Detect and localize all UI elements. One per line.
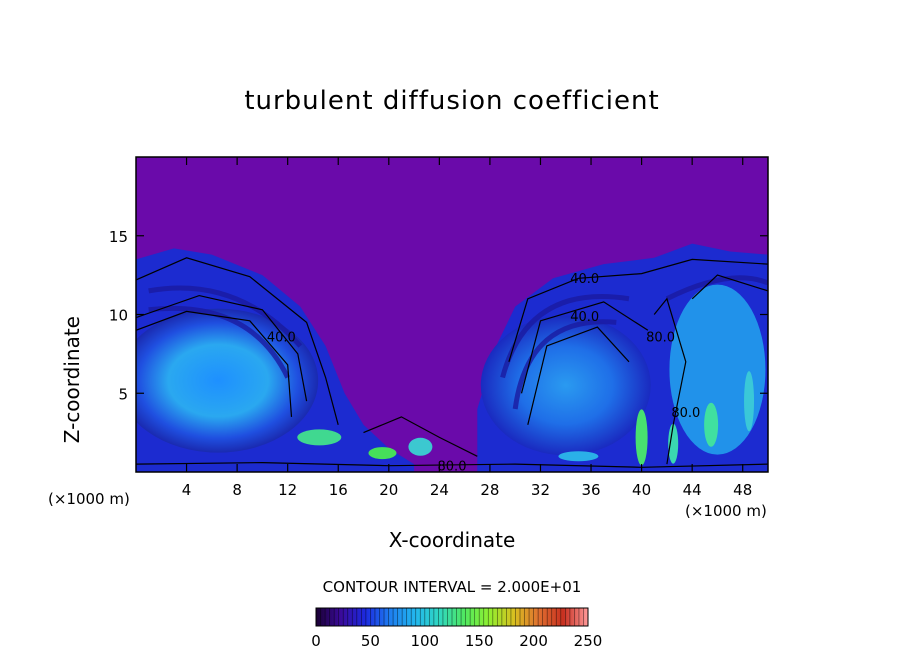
colorbar-tick-label: 200 bbox=[519, 632, 548, 650]
chart-title: turbulent diffusion coefficient bbox=[244, 86, 660, 116]
swirl-streak bbox=[148, 285, 303, 348]
x-axis-unit: (×1000 m) bbox=[685, 502, 767, 520]
contour-line bbox=[653, 297, 687, 465]
swirl-streak bbox=[500, 294, 630, 379]
contour-line bbox=[527, 326, 630, 425]
colorbar-tick-label: 150 bbox=[465, 632, 494, 650]
contour-label: 80.0 bbox=[671, 406, 700, 421]
turbulent-patch bbox=[668, 423, 679, 464]
contour-line bbox=[508, 258, 768, 362]
contour-label: 80.0 bbox=[438, 459, 467, 474]
turbulent-patch bbox=[297, 429, 342, 446]
x-tick-label: 16 bbox=[329, 481, 348, 499]
x-tick-label: 48 bbox=[733, 481, 752, 499]
contour-line bbox=[520, 301, 649, 394]
contour-label: 80.0 bbox=[646, 330, 675, 345]
right-vortex-core bbox=[480, 315, 651, 456]
contour-line bbox=[136, 257, 339, 425]
contour-label: 40.0 bbox=[570, 272, 599, 287]
contour-label: 40.0 bbox=[267, 330, 296, 345]
swirl-streak bbox=[148, 305, 290, 379]
colorbar-tick-label: 250 bbox=[574, 632, 603, 650]
contour-line bbox=[363, 416, 478, 457]
colorbar-tick-label: 50 bbox=[361, 632, 380, 650]
x-tick-label: 40 bbox=[632, 481, 651, 499]
colorbar-tick-label: 0 bbox=[311, 632, 321, 650]
x-tick-label: 36 bbox=[581, 481, 600, 499]
contour-line bbox=[136, 461, 768, 468]
x-tick-label: 28 bbox=[480, 481, 499, 499]
contour-line bbox=[136, 310, 293, 417]
turbulent-patch bbox=[635, 409, 648, 466]
plot-area: 40.0 40.0 40.0 80.0 80.0 80.0 bbox=[136, 157, 768, 474]
left-vortex-core bbox=[136, 308, 319, 453]
x-tick-label: 4 bbox=[182, 481, 192, 499]
right-edge-vortex bbox=[669, 284, 766, 455]
colorbar-tick-label: 100 bbox=[410, 632, 439, 650]
turbulent-patch bbox=[408, 437, 433, 456]
turbulent-patch bbox=[744, 371, 755, 432]
contour-label: 40.0 bbox=[570, 310, 599, 325]
y-tick-label: 5 bbox=[118, 385, 128, 403]
turbulent-patch bbox=[558, 451, 599, 462]
x-tick-label: 32 bbox=[531, 481, 550, 499]
swirl-streak bbox=[665, 275, 768, 301]
contour-line bbox=[691, 274, 768, 300]
colorbar: 0 50 100 150 200 250 bbox=[311, 607, 603, 650]
turbulent-patch bbox=[704, 402, 719, 447]
contour-interval-label: CONTOUR INTERVAL = 2.000E+01 bbox=[322, 578, 582, 596]
y-axis-unit: (×1000 m) bbox=[48, 490, 130, 508]
turbulent-patch bbox=[368, 447, 397, 460]
x-tick-label: 12 bbox=[278, 481, 297, 499]
swirl-streak bbox=[512, 319, 617, 410]
x-tick-label: 44 bbox=[683, 481, 702, 499]
y-tick-label: 10 bbox=[109, 307, 128, 325]
x-tick-label: 8 bbox=[232, 481, 242, 499]
contour-line bbox=[136, 294, 308, 402]
x-axis-label: X-coordinate bbox=[388, 528, 516, 552]
y-tick-label: 15 bbox=[109, 228, 128, 246]
x-tick-label: 20 bbox=[379, 481, 398, 499]
x-tick-label: 24 bbox=[430, 481, 449, 499]
